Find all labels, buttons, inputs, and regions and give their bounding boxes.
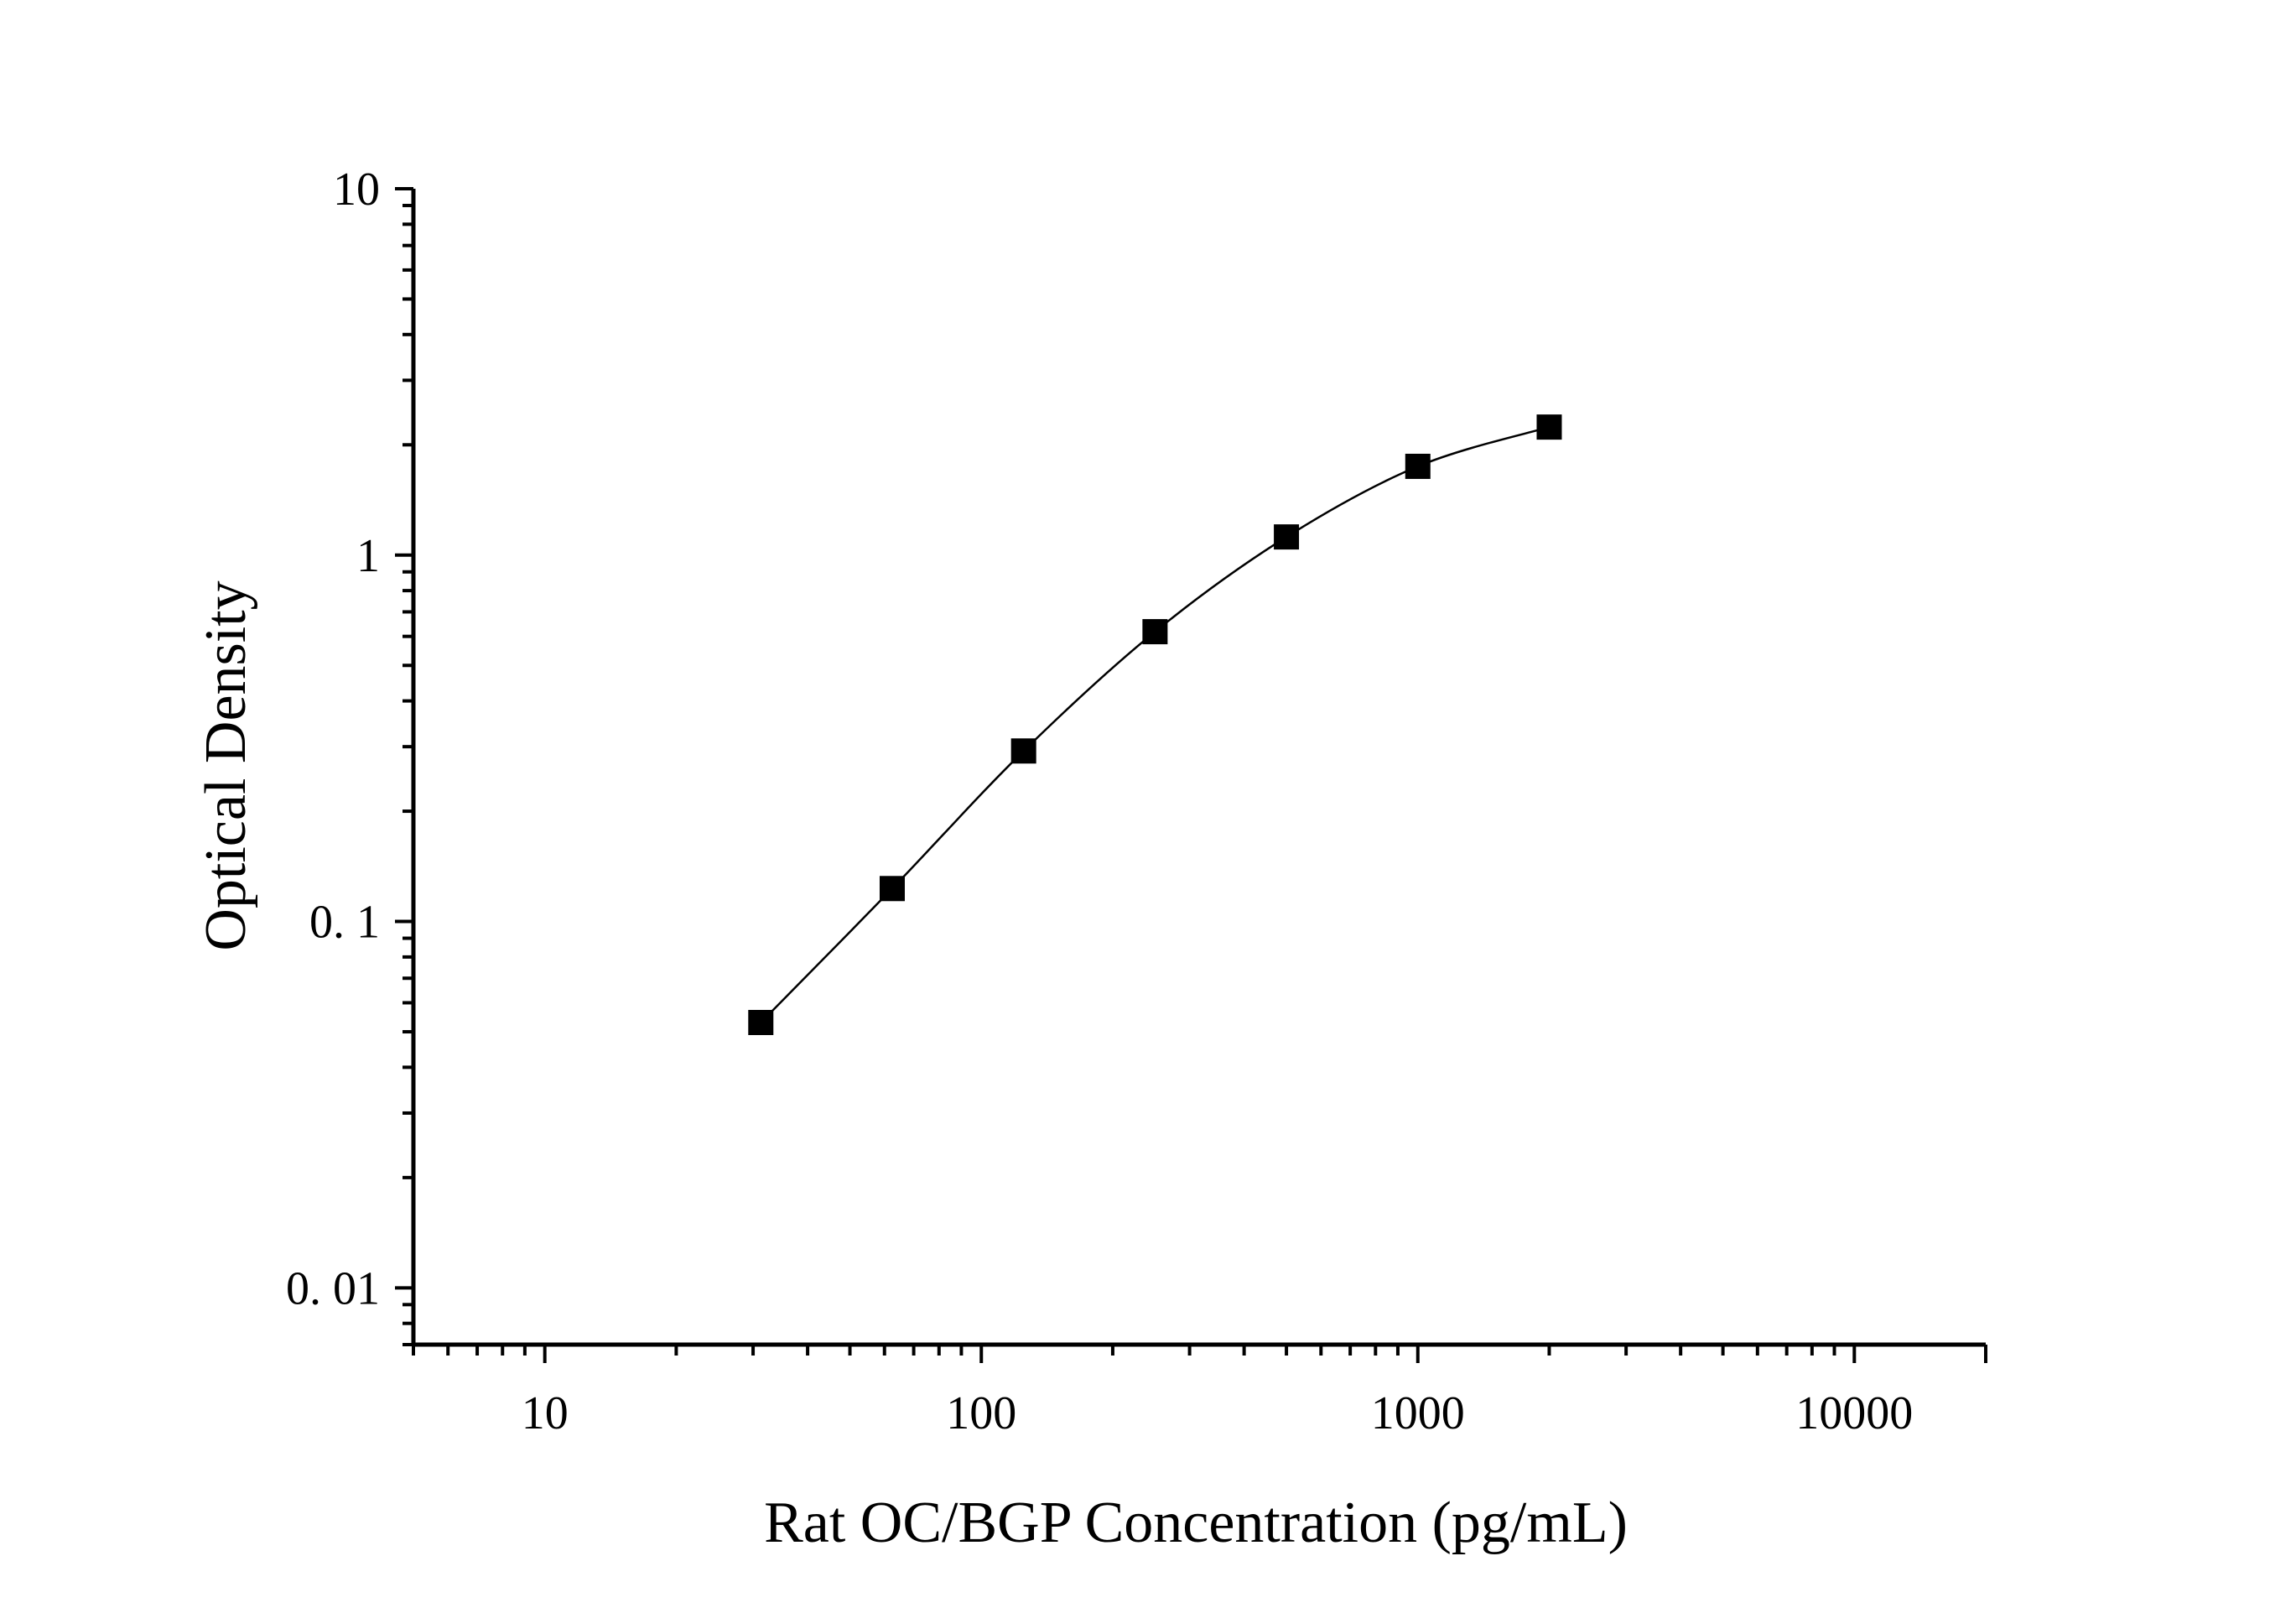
data-point [748,1009,774,1035]
x-tick-label: 100 [946,1387,1016,1439]
y-tick-label: 1 [356,530,380,582]
fit-curve-layer [760,425,1550,1023]
data-points [748,414,1562,1035]
y-tick-label: 10 [333,164,380,216]
x-tick-label: 1000 [1371,1387,1465,1439]
data-point [1405,453,1431,479]
x-tick-label: 10 [522,1387,569,1439]
data-point [1142,619,1168,645]
axes [395,187,1987,1363]
y-tick-label: 0. 01 [286,1262,380,1314]
data-point [1274,524,1300,550]
data-point [879,876,905,902]
y-axis-title: Optical Density [194,580,258,950]
fit-curve [760,425,1550,1023]
axis-labels: Rat OC/BGP Concentration (pg/mL) Optical… [194,164,1913,1555]
data-point [1010,738,1036,764]
y-tick-label: 0. 1 [309,897,380,949]
data-point [1536,414,1562,440]
x-axis-title: Rat OC/BGP Concentration (pg/mL) [764,1491,1628,1555]
x-tick-label: 10000 [1795,1387,1913,1439]
